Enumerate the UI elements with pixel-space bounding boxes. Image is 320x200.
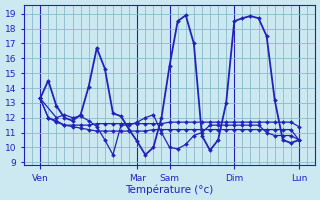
- X-axis label: Température (°c): Température (°c): [125, 185, 214, 195]
